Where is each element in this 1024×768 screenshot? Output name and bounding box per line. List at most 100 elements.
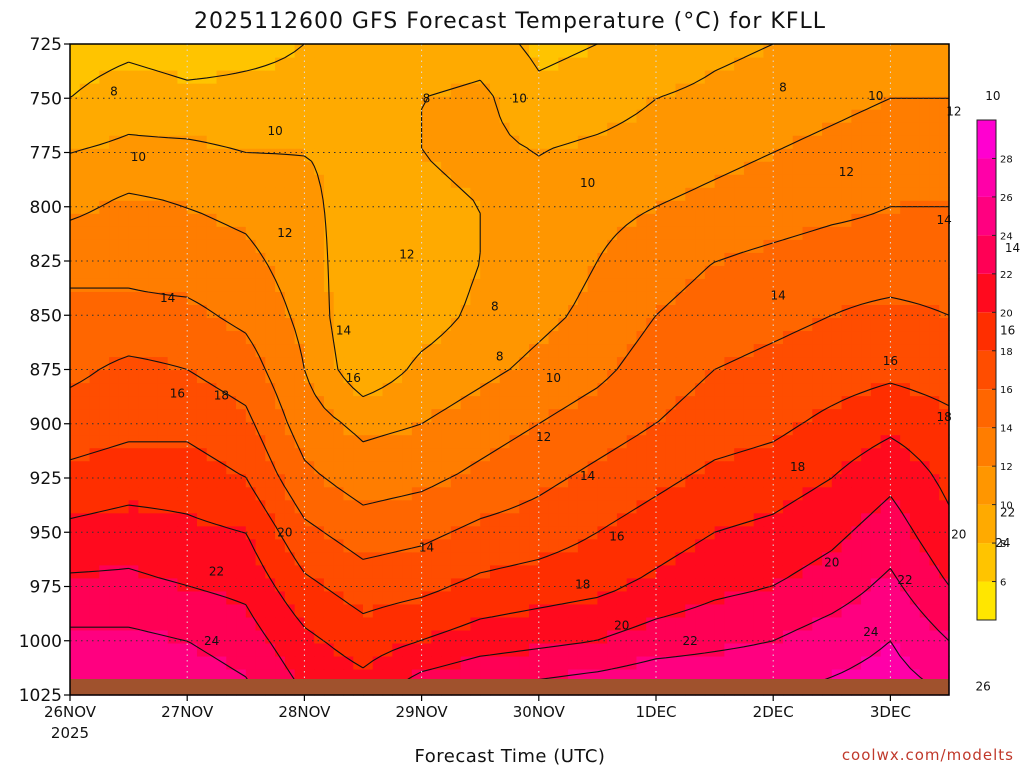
temperature-cell — [333, 57, 345, 71]
temperature-cell — [626, 122, 638, 136]
temperature-cell — [304, 317, 315, 332]
temperature-cell — [724, 499, 735, 514]
temperature-cell — [236, 356, 247, 371]
temperature-cell — [470, 161, 481, 175]
temperature-cell — [187, 252, 198, 266]
temperature-cell — [333, 486, 345, 501]
temperature-cell — [382, 330, 393, 345]
temperature-cell — [177, 538, 188, 553]
temperature-cell — [333, 395, 345, 410]
temperature-cell — [372, 356, 384, 371]
temperature-cell — [333, 551, 345, 566]
temperature-cell — [607, 499, 618, 514]
temperature-cell — [323, 135, 335, 149]
temperature-cell — [509, 291, 520, 305]
temperature-cell — [255, 408, 266, 423]
temperature-cell — [597, 421, 608, 436]
temperature-cell — [538, 265, 550, 279]
temperature-cell — [909, 460, 921, 475]
temperature-cell — [382, 369, 393, 384]
temperature-cell — [841, 603, 852, 618]
temperature-cell — [782, 187, 794, 201]
temperature-cell — [206, 395, 218, 410]
temperature-cell — [685, 278, 696, 292]
temperature-cell — [577, 343, 589, 358]
temperature-cell — [782, 408, 794, 423]
temperature-cell — [812, 70, 823, 84]
temperature-cell — [743, 122, 755, 136]
temperature-cell — [607, 161, 618, 175]
temperature-cell — [675, 421, 686, 436]
temperature-cell — [851, 577, 862, 592]
temperature-cell — [568, 512, 579, 527]
temperature-cell — [480, 525, 491, 540]
temperature-cell — [441, 551, 452, 566]
temperature-cell — [538, 616, 550, 631]
temperature-cell — [558, 525, 569, 540]
temperature-cell — [118, 200, 130, 214]
temperature-cell — [363, 96, 374, 110]
temperature-cell — [489, 239, 501, 253]
temperature-cell — [675, 564, 686, 579]
temperature-cell — [929, 395, 940, 410]
temperature-cell — [909, 356, 921, 371]
temperature-cell — [929, 356, 940, 371]
temperature-cell — [411, 291, 423, 305]
temperature-cell — [489, 317, 501, 332]
temperature-cell — [538, 421, 550, 436]
temperature-cell — [939, 330, 950, 345]
temperature-cell — [431, 395, 442, 410]
temperature-cell — [519, 642, 530, 657]
temperature-cell — [548, 278, 559, 292]
temperature-cell — [919, 226, 931, 240]
temperature-cell — [685, 473, 696, 488]
temperature-cell — [841, 642, 852, 657]
temperature-cell — [929, 551, 940, 566]
temperature-cell — [421, 317, 432, 332]
temperature-cell — [206, 330, 218, 345]
temperature-cell — [656, 265, 667, 279]
temperature-cell — [343, 265, 354, 279]
temperature-cell — [372, 499, 384, 514]
temperature-cell — [919, 239, 931, 253]
temperature-cell — [294, 70, 305, 84]
temperature-cell — [665, 538, 677, 553]
temperature-cell — [519, 512, 530, 527]
temperature-cell — [919, 590, 931, 605]
temperature-cell — [450, 96, 462, 110]
temperature-cell — [792, 304, 804, 319]
temperature-cell — [792, 226, 804, 240]
temperature-cell — [460, 460, 472, 475]
temperature-cell — [724, 291, 735, 305]
temperature-cell — [411, 434, 423, 449]
temperature-cell — [236, 174, 247, 188]
temperature-cell — [265, 473, 276, 488]
temperature-cell — [734, 317, 745, 332]
temperature-cell — [870, 447, 882, 462]
temperature-cell — [724, 616, 735, 631]
temperature-cell — [597, 265, 608, 279]
temperature-cell — [509, 122, 520, 136]
temperature-cell — [861, 187, 872, 201]
temperature-cell — [441, 148, 452, 162]
temperature-cell — [255, 44, 266, 58]
temperature-cell — [792, 577, 804, 592]
temperature-cell — [255, 291, 266, 305]
temperature-cell — [665, 161, 677, 175]
temperature-cell — [861, 96, 872, 110]
temperature-cell — [587, 642, 598, 657]
temperature-cell — [206, 252, 218, 266]
temperature-cell — [724, 486, 735, 501]
temperature-cell — [558, 408, 569, 423]
temperature-cell — [480, 226, 491, 240]
temperature-cell — [812, 395, 823, 410]
temperature-cell — [587, 551, 598, 566]
temperature-cell — [548, 486, 559, 501]
temperature-cell — [665, 122, 677, 136]
temperature-cell — [206, 122, 218, 136]
temperature-cell — [529, 486, 540, 501]
temperature-cell — [880, 161, 891, 175]
temperature-cell — [753, 291, 765, 305]
temperature-cell — [616, 135, 628, 149]
temperature-cell — [499, 538, 511, 553]
